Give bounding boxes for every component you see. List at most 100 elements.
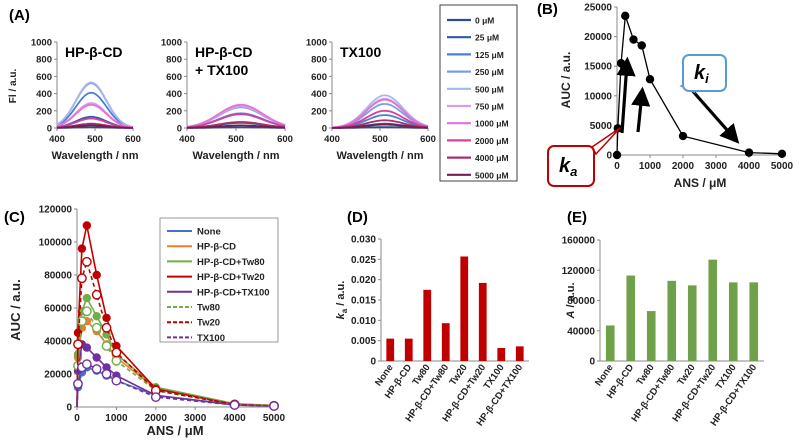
panel-c-ytick-label: 20000 (44, 370, 72, 381)
spectrum-line-5000-m (56, 124, 133, 129)
legend-label-500-m: 500 μM (475, 84, 504, 94)
ki-callout-subscript: i (705, 71, 709, 86)
bar-tw20 (687, 285, 697, 361)
data-point-hp-cd-tw20-1000 (112, 341, 121, 351)
data-point-tw80-500 (91, 322, 102, 333)
panel-b-xtick-label: 4000 (738, 161, 761, 172)
auc-point-0 (612, 150, 622, 160)
spectrum-a1-ytick-label: 1000 (31, 38, 52, 49)
data-point-tx100-2000 (150, 392, 161, 402)
spectrum-a3-ytick-label: 1000 (306, 38, 327, 49)
spectrum-a3-ytick-label: 600 (311, 72, 327, 83)
bar-hp-cd-tw80 (667, 280, 677, 361)
data-point-tx100-750 (101, 369, 112, 379)
legend-label-tx100: TX100 (197, 333, 225, 344)
panel-e-ytick-label: 80000 (567, 296, 595, 307)
panel-c-ytick-label: 0 (66, 403, 72, 414)
spectrum-title: TX100 (340, 44, 381, 60)
spectrum-line-2000-m (186, 113, 286, 129)
spectrum-a3-ytick-label: 200 (311, 106, 327, 117)
spectrum-a2-ytick-label: 800 (166, 55, 182, 66)
panel-label-a: (A) (9, 7, 30, 24)
y-label-unit: / a.u. (565, 282, 577, 310)
spectrum-a1-ytick-label: 200 (36, 106, 52, 117)
data-point-hp-cd-tx100-750 (102, 363, 111, 372)
spectrum-a2-ytick-label: 600 (166, 72, 182, 83)
panel-c-ytick-label: 60000 (44, 304, 72, 315)
spectrum-a1-ytick-label: 800 (36, 55, 52, 66)
legend-label-none: None (197, 227, 221, 238)
data-point-tw80-1000 (111, 355, 122, 366)
ki-callout-box (682, 54, 727, 92)
data-point-hp-cd-tx100-500 (92, 353, 101, 362)
auc-point-250 (621, 11, 630, 21)
panel-c-xtick-label: 1000 (105, 413, 128, 424)
panel-b-xtick-label: 1000 (639, 161, 662, 172)
legend-label-750-m: 750 μM (475, 102, 504, 112)
bar-hp-cd (626, 275, 636, 361)
fit-curve-tx100 (76, 363, 275, 408)
auc-point-5000 (777, 149, 787, 159)
spectrum-y-label: Fl / a.u. (8, 69, 19, 104)
legend-label-4000-m: 4000 μM (475, 153, 509, 163)
panel-c-y-label: AUC / a.u. (8, 279, 23, 340)
spectrum-a1-ytick-label: 400 (36, 89, 52, 100)
legend-label-250-m: 250 μM (475, 67, 504, 77)
auc-point-1000 (645, 75, 655, 84)
legend-label-5000-m: 5000 μM (475, 170, 509, 180)
ka-arrow-1 (616, 56, 636, 134)
legend-label-1000-m: 1000 μM (475, 119, 509, 129)
ki-callout-letter: k (694, 62, 706, 84)
auc-line (616, 15, 783, 156)
panel-b-y-label: AUC / a.u. (559, 52, 573, 109)
data-point-hp-cd-tw20-250 (82, 221, 92, 230)
ka-callout-text: ka (559, 155, 577, 179)
panel-e-y-label: A / a.u. (565, 282, 577, 319)
legend-label-tw20: Tw20 (197, 318, 220, 329)
data-point-tw20-125 (77, 273, 87, 284)
panel-d-ytick-label: 0.015 (351, 296, 376, 307)
legend-label-125-m: 125 μM (475, 50, 504, 60)
spectrum-a1-xtick-label: 500 (87, 134, 103, 145)
bar-tx100 (728, 282, 738, 361)
spectrum-a3-xtick-label: 600 (420, 134, 436, 145)
panel-c: 0 20000 40000 60000 80000 100000 120000 0 1000 20… (8, 205, 286, 439)
panel-label-c: (C) (4, 209, 25, 226)
spectrum-x-label: Wavelength / nm (337, 150, 424, 162)
data-point-hp-cd-tw80-250 (82, 293, 92, 303)
data-point-hp-cd-tw20-125 (77, 244, 87, 253)
y-label-subscript: a (340, 308, 349, 313)
spectrum-a3-ytick-label: 800 (311, 55, 327, 66)
panel-c-ytick-label: 120000 (39, 205, 73, 216)
panel-c-xtick-label: 2000 (145, 413, 168, 424)
spectrum-plot-a2: 0 200 400 600 800 1000 400 500 600 HP-β-CD + TX100… (161, 38, 293, 163)
panel-b-x-label: ANS / μM (674, 176, 727, 190)
spectrum-plot-a1: 0 200 400 600 800 1000 400 500 600 HP-β-CD Wavelen… (8, 38, 141, 163)
spectrum-title-line2: + TX100 (195, 62, 249, 78)
spectrum-a3-ytick-label: 0 (322, 124, 327, 135)
spectrum-plot-a3: 0 200 400 600 800 1000 400 500 600 TX100 Wavelengt… (306, 38, 436, 163)
bar-tw20 (460, 256, 469, 361)
panel-d-ytick-label: 0.020 (351, 275, 376, 286)
data-point-hp-cd-tw20-500 (92, 270, 101, 280)
spectrum-a1-ytick-label: 0 (47, 124, 52, 135)
panel-c-ytick-label: 40000 (44, 337, 72, 348)
panel-d-ytick-label: 0.025 (351, 255, 376, 266)
spectrum-a1-ytick-label: 600 (36, 72, 52, 83)
panel-label-d: (D) (347, 209, 368, 226)
panel-d-ytick-label: 0.010 (351, 316, 376, 327)
data-point-tw80-250 (81, 306, 92, 317)
spectrum-line-125-m (56, 91, 134, 129)
spectrum-a2-xtick-label: 500 (228, 134, 244, 145)
panel-a-legend: 0 μM 25 μM 125 μM 250 μM 500 μM 750 μM 1000 μM… (439, 4, 518, 182)
panel-b-ytick-label: 15000 (584, 62, 612, 73)
panel-d-y-label: ka / a.u. (335, 281, 349, 320)
auc-point-125 (616, 59, 626, 68)
bar-hp-cd-tw20 (708, 259, 718, 361)
data-point-hp-cd-tx100-250 (82, 343, 92, 352)
panel-d: 00.0050.0100.0150.0200.0250.030NoneHP-β-… (335, 235, 529, 428)
ka-callout-subscript: a (570, 164, 577, 179)
panel-b: 0 5000 10000 15000 20000 25000 0 1000 2000 3000 40… (547, 3, 794, 190)
panel-b-xtick-label: 2000 (672, 161, 695, 172)
panel-c-ytick-label: 100000 (39, 238, 73, 249)
